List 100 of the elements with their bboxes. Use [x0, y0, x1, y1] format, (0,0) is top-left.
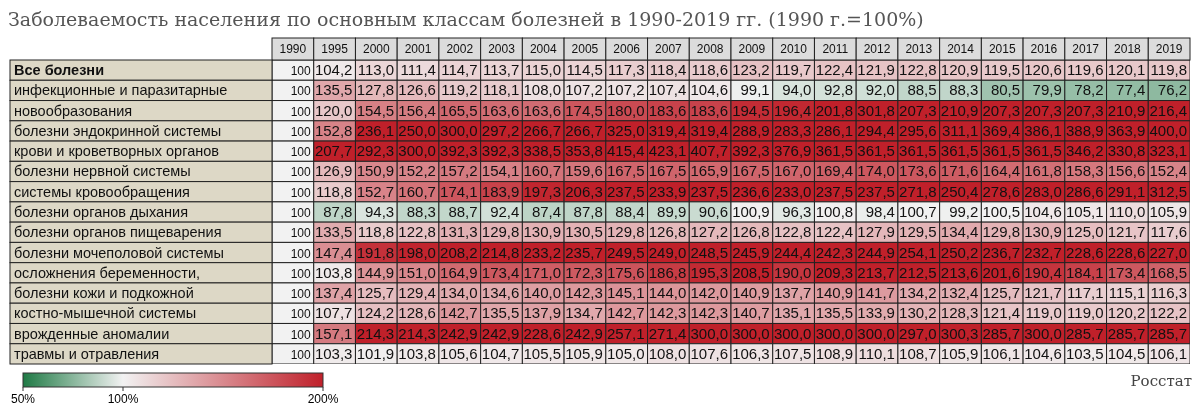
data-label: 119,6 [1067, 61, 1104, 79]
data-label: 88,7 [448, 203, 478, 220]
data-label: 100,8 [815, 203, 854, 220]
data-label: 160,7 [523, 162, 562, 180]
data-label: 300,0 [815, 324, 854, 342]
data-label: 107,7 [314, 304, 353, 322]
data-label: 141,7 [857, 284, 895, 302]
data-label: 89,9 [657, 203, 687, 220]
data-label: 142,7 [440, 304, 478, 322]
data-label: 105,1 [1066, 203, 1104, 220]
data-label: 165,9 [690, 162, 728, 180]
data-label: 300,3 [940, 324, 979, 342]
data-label: 108,0 [648, 344, 687, 362]
data-label: 232,7 [1024, 243, 1062, 261]
data-label: 167,5 [648, 162, 687, 180]
data-label: 235,7 [565, 243, 603, 261]
data-label: 415,4 [607, 142, 645, 160]
data-label: 233,2 [523, 243, 562, 261]
data-label: 292,3 [356, 142, 395, 160]
y-tick-label: системы кровообращения [14, 183, 190, 200]
data-label: 152,8 [314, 121, 353, 139]
data-label: 198,0 [398, 243, 436, 261]
data-label: 407,7 [690, 142, 728, 160]
data-label: 167,5 [732, 162, 770, 180]
x-tick-label: 2014 [947, 42, 975, 56]
data-label: 311,1 [941, 121, 979, 139]
data-label: 330,8 [1107, 142, 1146, 160]
data-label: 125,7 [356, 284, 395, 302]
data-label: 104,6 [690, 81, 728, 99]
data-label: 353,8 [565, 142, 603, 160]
data-label: 212,5 [899, 263, 937, 281]
data-label: 160,7 [398, 182, 436, 200]
data-label: 237,5 [815, 182, 854, 200]
data-label: 118,1 [482, 81, 520, 99]
y-tick-label: травмы и отравления [14, 345, 160, 362]
data-label: 127,8 [356, 81, 395, 99]
data-label: 128,3 [940, 304, 979, 322]
data-label: 156,4 [398, 101, 436, 119]
data-label: 184,1 [1066, 263, 1104, 281]
data-label: 125,7 [982, 284, 1021, 302]
data-label: 236,7 [982, 243, 1021, 261]
data-label: 100,7 [899, 203, 937, 220]
data-label: 140,9 [732, 284, 770, 302]
data-label: 174,5 [565, 101, 603, 119]
data-label: 104,2 [314, 61, 353, 79]
data-label: 103,3 [314, 344, 353, 362]
data-label: 87,8 [573, 203, 603, 220]
data-label: 242,9 [440, 324, 478, 342]
text: Росстат [1130, 372, 1192, 390]
data-label: 100 [290, 124, 312, 139]
data-label: 388,9 [1066, 121, 1104, 139]
data-label: 79,9 [1032, 81, 1062, 99]
data-label: 99,2 [949, 203, 979, 220]
data-label: 423,1 [648, 142, 687, 160]
data-label: 92,4 [490, 203, 520, 220]
x-tick-label: 1995 [321, 42, 349, 56]
data-label: 122,4 [815, 223, 854, 241]
data-label: 278,6 [982, 182, 1021, 200]
data-label: 140,9 [815, 284, 854, 302]
data-label: 207,3 [982, 101, 1021, 119]
data-label: 137,9 [523, 304, 562, 322]
chart-title: Заболеваемость населения по основным классам болезней в 1990-2019 гг. (1990 г.=100%) [8, 8, 925, 32]
data-label: 88,3 [949, 81, 979, 99]
data-label: 386,1 [1024, 121, 1062, 139]
data-label: 227,0 [1149, 243, 1187, 261]
data-label: 190,0 [773, 263, 812, 281]
data-label: 126,8 [732, 223, 770, 241]
data-label: 117,6 [1150, 223, 1187, 241]
data-label: 300,0 [732, 324, 770, 342]
data-label: 126,6 [398, 81, 436, 99]
data-label: 107,2 [607, 81, 645, 99]
data-label: 210,9 [940, 101, 979, 119]
data-label: 237,5 [607, 182, 645, 200]
data-label: 245,9 [732, 243, 770, 261]
data-label: 173,4 [1107, 263, 1146, 281]
data-label: 107,6 [690, 344, 728, 362]
data-label: 144,9 [356, 263, 395, 281]
data-label: 167,5 [607, 162, 645, 180]
data-label: 285,7 [1107, 324, 1146, 342]
data-label: 142,7 [607, 304, 645, 322]
data-label: 100 [290, 84, 312, 99]
data-label: 100 [290, 165, 312, 180]
data-label: 169,4 [815, 162, 854, 180]
color-bar-label: 200% [307, 392, 339, 406]
y-tick-label: болезни нервной системы [14, 163, 191, 180]
data-label: 142,0 [690, 284, 728, 302]
data-label: 228,6 [523, 324, 562, 342]
data-label: 300,0 [398, 142, 436, 160]
data-label: 128,6 [398, 304, 436, 322]
data-label: 157,1 [314, 324, 353, 342]
data-label: 130,5 [565, 223, 603, 241]
data-label: 144,0 [648, 284, 687, 302]
data-label: 163,6 [523, 101, 562, 119]
data-label: 325,0 [607, 121, 645, 139]
data-label: 361,5 [940, 142, 979, 160]
data-label: 175,6 [607, 263, 645, 281]
data-label: 119,2 [441, 81, 478, 99]
data-label: 119,7 [775, 61, 812, 79]
data-label: 92,8 [823, 81, 854, 99]
data-label: 116,3 [1150, 284, 1187, 302]
